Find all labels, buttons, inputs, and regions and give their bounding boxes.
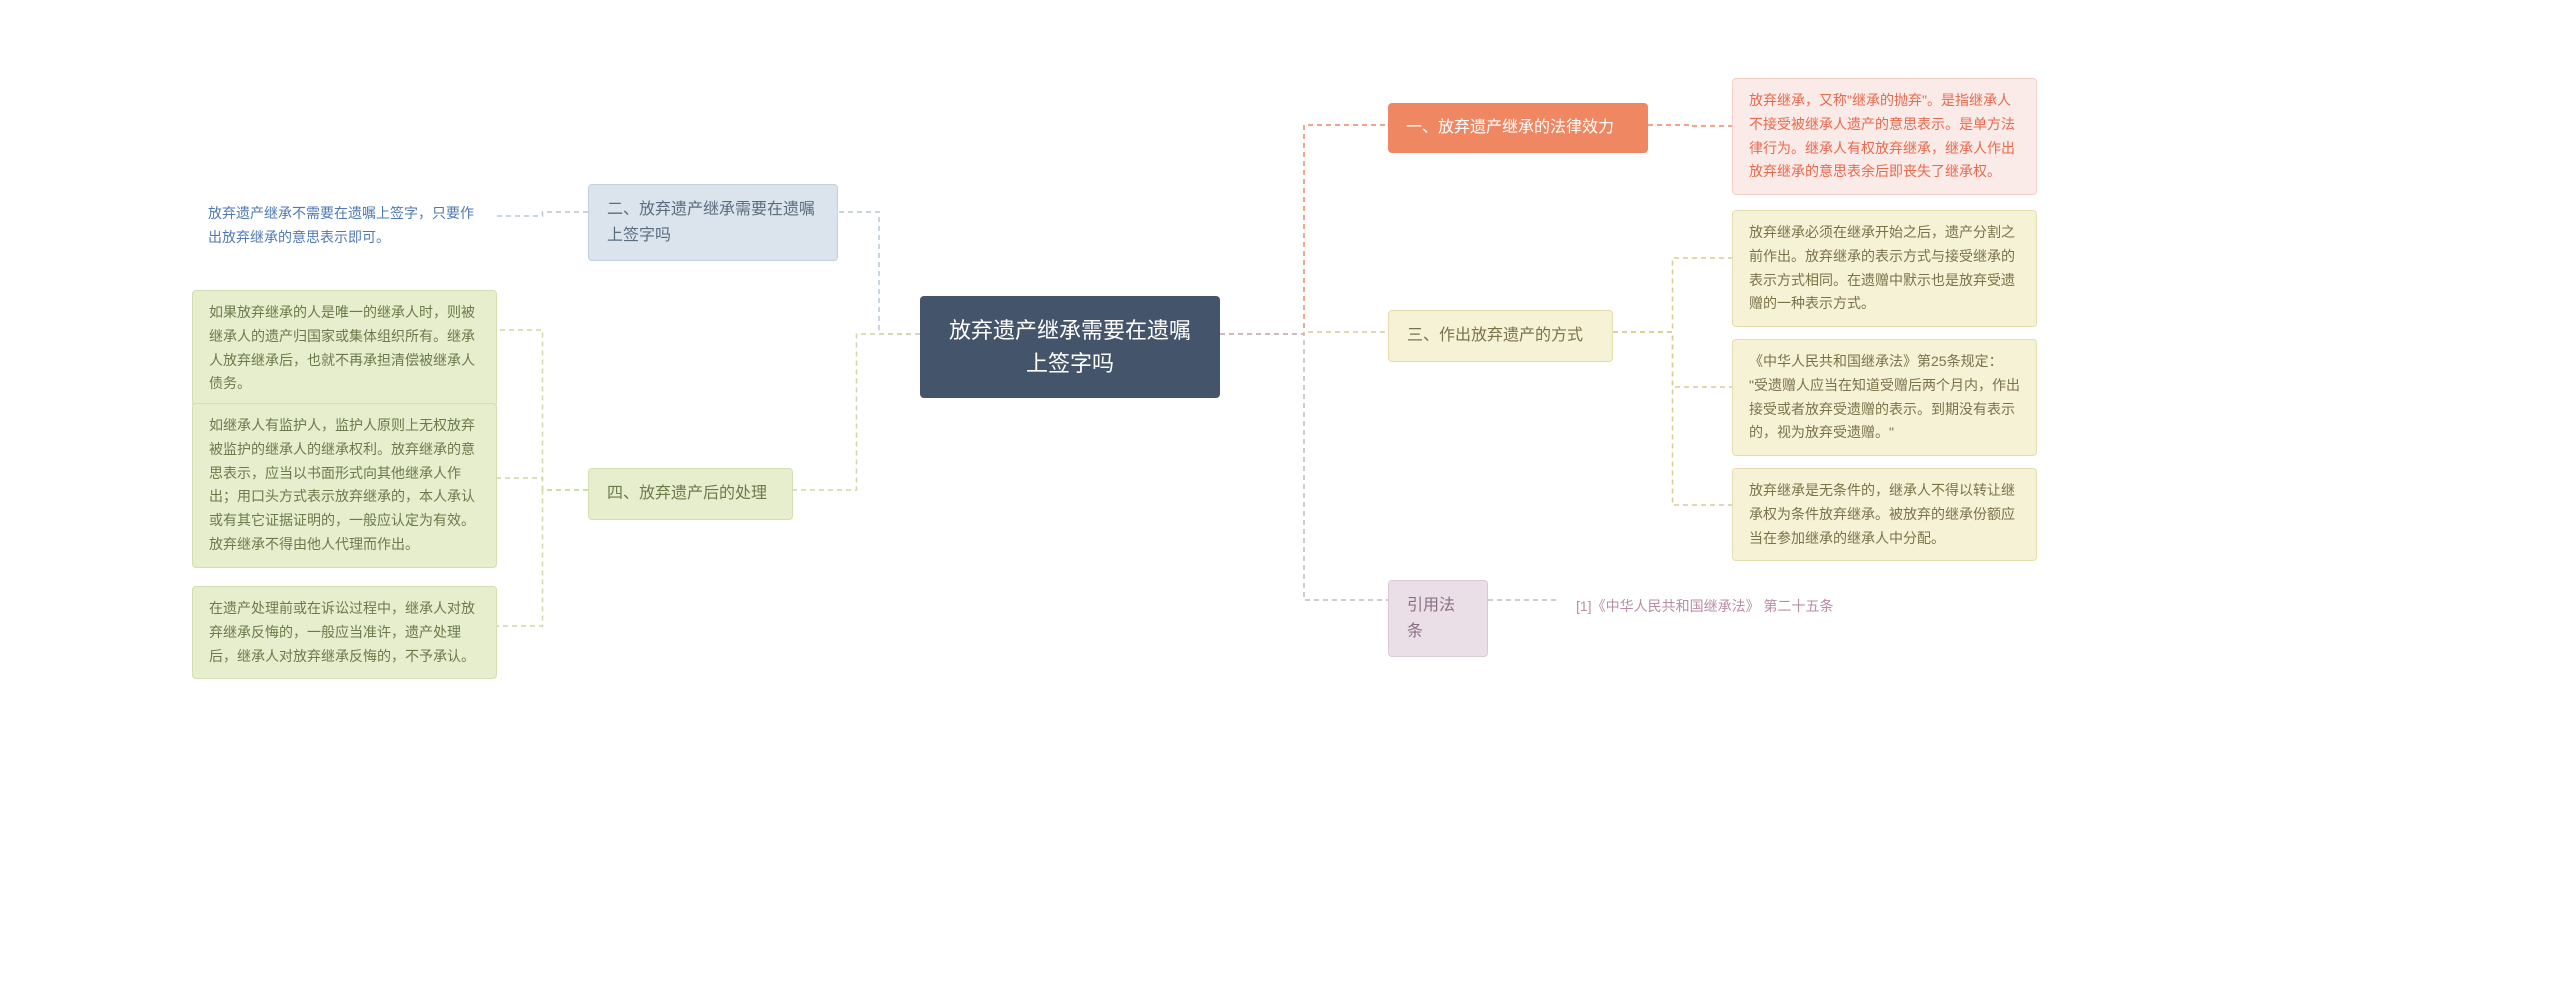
branch-b4: 四、放弃遗产后的处理: [588, 468, 793, 520]
branch-b3: 三、作出放弃遗产的方式: [1388, 310, 1613, 362]
leaf-b4-0: 如果放弃继承的人是唯一的继承人时，则被继承人的遗产归国家或集体组织所有。继承人放…: [192, 290, 497, 407]
leaf-b4-1: 如继承人有监护人，监护人原则上无权放弃被监护的继承人的继承权利。放弃继承的意思表…: [192, 403, 497, 568]
leaf-bref-0: [1]《中华人民共和国继承法》 第二十五条: [1560, 585, 1890, 629]
branch-bref: 引用法条: [1388, 580, 1488, 657]
leaf-b3-2: 放弃继承是无条件的，继承人不得以转让继承权为条件放弃继承。被放弃的继承份额应当在…: [1732, 468, 2037, 561]
leaf-b3-0: 放弃继承必须在继承开始之后，遗产分割之前作出。放弃继承的表示方式与接受继承的表示…: [1732, 210, 2037, 327]
branch-b1: 一、放弃遗产继承的法律效力: [1388, 103, 1648, 153]
root-node: 放弃遗产继承需要在遗嘱上签字吗: [920, 296, 1220, 398]
leaf-b3-1: 《中华人民共和国继承法》第25条规定： "受遗赠人应当在知道受赠后两个月内，作出…: [1732, 339, 2037, 456]
leaf-b4-2: 在遗产处理前或在诉讼过程中，继承人对放弃继承反悔的，一般应当准许，遗产处理后，继…: [192, 586, 497, 679]
leaf-b1-0: 放弃继承，又称"继承的抛弃"。是指继承人不接受被继承人遗产的意思表示。是单方法律…: [1732, 78, 2037, 195]
leaf-b2-0: 放弃遗产继承不需要在遗嘱上签字，只要作出放弃继承的意思表示即可。: [192, 192, 497, 260]
branch-b2: 二、放弃遗产继承需要在遗嘱上签字吗: [588, 184, 838, 261]
